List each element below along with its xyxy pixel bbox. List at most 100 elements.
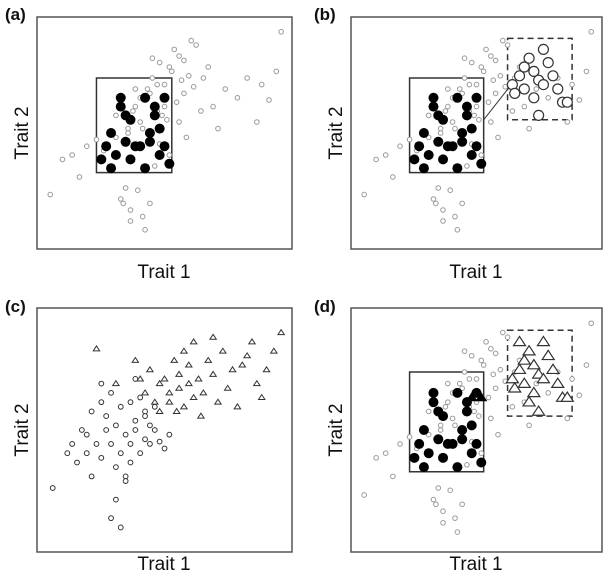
population-point <box>139 125 146 132</box>
population-point <box>151 163 158 169</box>
population-point <box>533 86 540 92</box>
selected-triangle <box>465 392 478 402</box>
population-point <box>425 112 432 119</box>
panel-c-label: (c) <box>5 297 26 316</box>
offspring-point <box>537 78 550 91</box>
circle-point <box>49 485 56 491</box>
circle-point <box>108 515 114 522</box>
population-point <box>437 130 444 136</box>
triangle-point <box>252 379 261 387</box>
population-point <box>504 334 511 341</box>
panel-a: (a) Trait 1 Trait 2 <box>5 5 293 283</box>
selected-point <box>433 136 444 147</box>
triangle-point <box>247 338 257 345</box>
offspring-point <box>528 65 540 78</box>
circle-point <box>122 473 129 480</box>
population-point <box>478 357 485 364</box>
population-point <box>437 427 444 433</box>
population-point <box>215 125 221 132</box>
population-point <box>164 117 170 123</box>
circle-point <box>127 459 134 466</box>
population-point <box>181 57 187 64</box>
population-point <box>490 77 497 83</box>
offspring-triangle <box>505 372 520 384</box>
population-point <box>569 81 575 88</box>
population-point <box>373 156 379 163</box>
population-point <box>137 119 143 125</box>
panel-b-ylabel: Trait 2 <box>326 106 347 159</box>
population-point <box>149 75 156 81</box>
selected-point <box>433 406 444 417</box>
offspring-triangle <box>512 363 527 375</box>
panel-a-frame <box>36 16 293 250</box>
circle-point <box>98 380 105 387</box>
population-point <box>449 119 456 125</box>
circle-point <box>103 427 110 433</box>
population-point <box>445 380 451 387</box>
population-point <box>373 455 379 461</box>
population-point <box>171 46 178 53</box>
circle-point <box>142 408 148 415</box>
population-point <box>461 369 468 375</box>
population-point <box>382 450 389 457</box>
population-point <box>564 415 571 422</box>
circle-point <box>156 438 163 445</box>
selected-point <box>461 101 472 112</box>
population-point <box>471 112 477 119</box>
triangle-point <box>208 370 218 377</box>
population-point <box>490 371 497 378</box>
selected-point <box>447 438 458 449</box>
circle-point <box>69 441 76 447</box>
triangle-point <box>262 365 271 373</box>
triangle-point <box>165 389 174 396</box>
circle-point <box>166 431 173 438</box>
population-point <box>456 380 463 387</box>
population-point <box>254 119 260 125</box>
selected-point <box>471 438 482 449</box>
triangle-point <box>277 328 286 336</box>
panel-a-ylabel: Trait 2 <box>12 106 33 159</box>
panel-d-label: (d) <box>314 297 336 316</box>
population-point <box>258 81 265 88</box>
selected-point <box>428 92 439 103</box>
offspring-point <box>561 96 573 108</box>
selected-point <box>466 123 477 134</box>
population-point <box>545 95 552 101</box>
selected-point <box>418 163 429 174</box>
circle-point <box>108 389 114 396</box>
circle-point <box>132 417 139 424</box>
selected-point <box>423 150 434 160</box>
population-point <box>430 496 437 503</box>
population-point <box>526 422 532 429</box>
selected-point <box>471 141 482 152</box>
population-point <box>442 108 449 114</box>
population-point <box>210 103 216 110</box>
selected-point <box>457 128 468 138</box>
population-point <box>488 119 494 125</box>
population-point <box>69 152 75 158</box>
selected-point <box>110 150 121 160</box>
circle-point <box>98 399 105 406</box>
selected-point <box>159 141 170 152</box>
triangle-point <box>179 403 189 410</box>
population-point <box>273 68 280 75</box>
triangle-point <box>145 365 155 373</box>
population-point <box>471 408 477 415</box>
triangle-point <box>257 393 266 401</box>
panel-d: (d) Trait 1 Trait 2 <box>314 297 603 575</box>
circle-point <box>93 441 100 447</box>
population-point <box>461 55 468 62</box>
offspring-point <box>513 70 526 82</box>
population-point <box>144 86 151 92</box>
population-point <box>425 431 432 438</box>
triangle-point <box>213 398 223 405</box>
population-point <box>166 64 173 70</box>
selected-point <box>423 448 434 459</box>
population-point <box>176 119 182 125</box>
population-point <box>117 196 124 202</box>
population-point <box>459 501 465 508</box>
population-point <box>440 520 446 526</box>
population-point <box>222 86 229 92</box>
selected-point <box>457 136 468 147</box>
circle-point <box>88 473 95 480</box>
